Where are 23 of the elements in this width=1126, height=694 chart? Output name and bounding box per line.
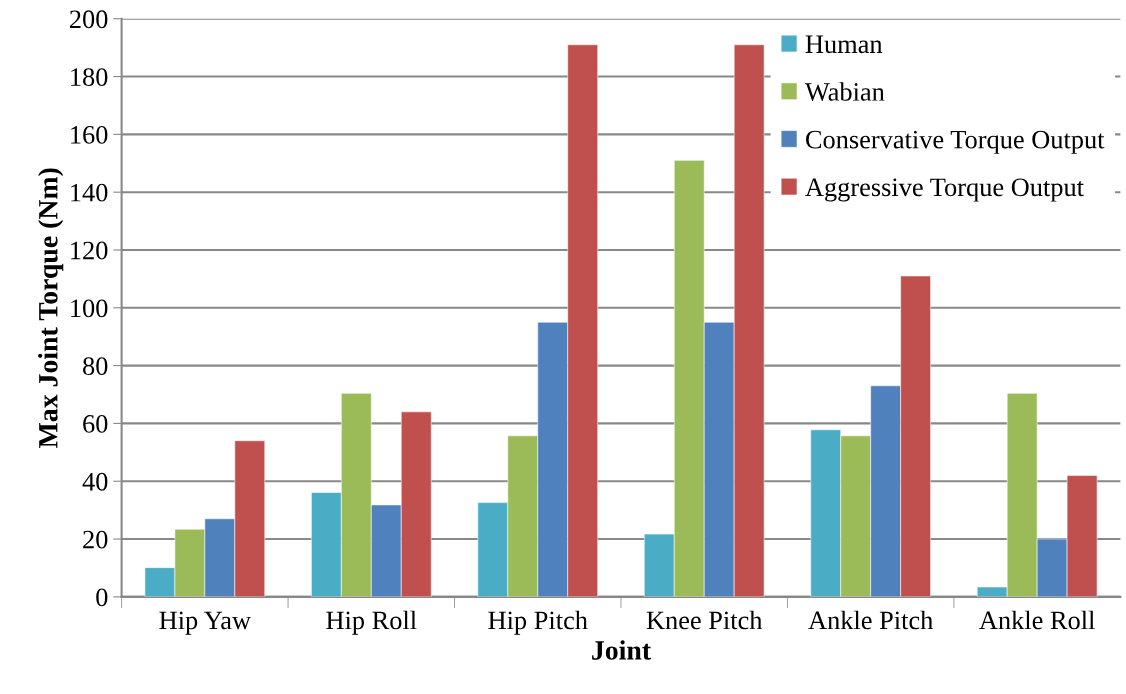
y-axis-title: Max Joint Torque (Nm) bbox=[38, 168, 64, 448]
y-tick-label: 160 bbox=[71, 125, 108, 144]
x-tick-label: Hip Yaw bbox=[159, 611, 251, 635]
legend-label: Conservative Torque Output bbox=[805, 130, 1105, 154]
y-tick-label: 120 bbox=[71, 241, 108, 260]
y-tick-label: 200 bbox=[69, 10, 108, 29]
y-tick-label: 20 bbox=[83, 530, 108, 549]
x-tick-label: Hip Roll bbox=[326, 610, 417, 635]
x-axis-title: Joint bbox=[592, 640, 651, 660]
y-tick-label: 100 bbox=[71, 299, 108, 318]
x-tick-label: Knee Pitch bbox=[646, 610, 763, 630]
y-tick-label: 60 bbox=[83, 415, 108, 433]
y-tick-label: 40 bbox=[82, 472, 108, 491]
legend-label: Aggressive Torque Output bbox=[805, 178, 1084, 202]
y-tick-label: 140 bbox=[71, 183, 108, 202]
y-tick-label: 180 bbox=[71, 68, 108, 86]
y-tick-label: 0 bbox=[96, 588, 108, 607]
y-tick-label: 80 bbox=[83, 357, 108, 376]
x-tick-label: Hip Pitch bbox=[488, 610, 588, 635]
x-tick-label: Ankle Roll bbox=[979, 610, 1095, 630]
legend-label: Wabian bbox=[804, 82, 885, 101]
legend-label: Human bbox=[805, 35, 883, 54]
x-tick-label: Ankle Pitch bbox=[808, 610, 933, 630]
